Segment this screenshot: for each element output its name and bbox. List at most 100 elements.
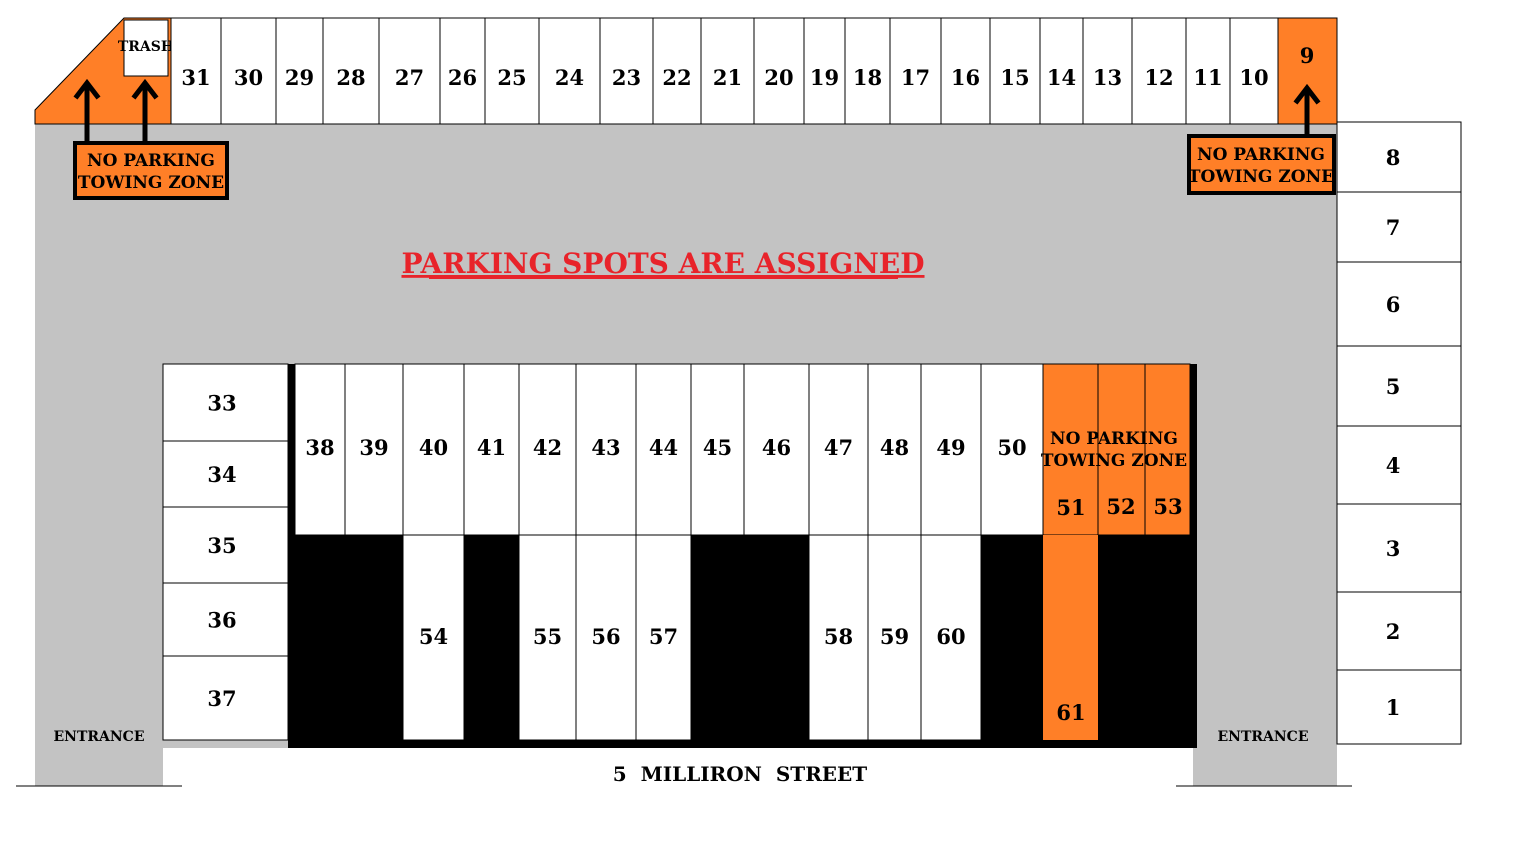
parking-spot-15 <box>989 17 1041 125</box>
spot-label-35: 35 <box>207 533 236 558</box>
sign-center-right-line2: TOWING ZONE <box>1041 451 1187 471</box>
parking-spot-37 <box>162 655 289 741</box>
spot-label-37: 37 <box>207 686 236 711</box>
spot-label-30: 30 <box>234 65 263 90</box>
parking-spot-36 <box>162 582 289 657</box>
sign-center-right-line1: NO PARKING <box>1050 429 1178 449</box>
spot-label-48: 48 <box>880 435 909 460</box>
no-parking-spot-53 <box>1144 363 1191 536</box>
spot-label-52: 52 <box>1106 494 1135 519</box>
parking-spot-25 <box>484 17 540 125</box>
trash-area <box>123 19 169 77</box>
parking-spot-40 <box>402 363 465 536</box>
spot-label-59: 59 <box>880 624 909 649</box>
arrow-icon <box>73 78 1321 146</box>
spot-label-12: 12 <box>1144 65 1173 90</box>
spot-label-39: 39 <box>359 435 388 460</box>
spot-label-33: 33 <box>207 391 236 416</box>
street-name: 5 MILLIRON STREET <box>613 762 868 786</box>
spot-label-57: 57 <box>649 624 678 649</box>
spot-label-25: 25 <box>497 65 526 90</box>
spot-label-2: 2 <box>1386 619 1401 644</box>
parking-spot-39 <box>344 363 404 536</box>
parking-spot-19 <box>803 17 846 125</box>
parking-spot-56 <box>575 534 637 741</box>
spot-label-36: 36 <box>207 608 236 633</box>
spot-label-14: 14 <box>1047 65 1076 90</box>
parking-spot-21 <box>700 17 755 125</box>
spot-label-61: 61 <box>1056 700 1085 725</box>
spot-label-13: 13 <box>1093 65 1122 90</box>
parking-spot-20 <box>753 17 805 125</box>
parking-spot-50 <box>980 363 1044 536</box>
parking-spot-55 <box>518 534 577 741</box>
spot-label-15: 15 <box>1000 65 1029 90</box>
spot-label-49: 49 <box>936 435 965 460</box>
parking-spot-42 <box>518 363 577 536</box>
parking-spot-22 <box>652 17 702 125</box>
parking-spot-46 <box>743 363 810 536</box>
spot-label-40: 40 <box>419 435 448 460</box>
parking-spot-5 <box>1336 345 1462 427</box>
spot-label-1: 1 <box>1386 695 1401 720</box>
parking-spot-57 <box>635 534 692 741</box>
parking-spot-54 <box>402 534 465 741</box>
spot-label-50: 50 <box>997 435 1026 460</box>
parking-spot-8 <box>1336 121 1462 193</box>
spot-label-46: 46 <box>762 435 791 460</box>
spot-label-53: 53 <box>1153 494 1182 519</box>
spot-label-34: 34 <box>207 462 236 487</box>
parking-spot-41 <box>463 363 520 536</box>
parking-spot-3 <box>1336 503 1462 593</box>
left-island-spots: 33 34 35 36 37 <box>162 363 289 741</box>
parking-spot-6 <box>1336 261 1462 347</box>
sign-top-right-line1: NO PARKING <box>1197 145 1325 165</box>
spot-label-23: 23 <box>612 65 641 90</box>
spot-label-38: 38 <box>305 435 334 460</box>
island-top-row-spots: 38 39 40 41 42 43 44 45 46 47 48 49 50 <box>294 363 1044 536</box>
parking-spot-60 <box>920 534 982 741</box>
parking-spot-12 <box>1131 17 1187 125</box>
spot-label-10: 10 <box>1239 65 1268 90</box>
spot-label-19: 19 <box>810 65 839 90</box>
entrance-left-label: ENTRANCE <box>54 729 145 745</box>
spot-label-3: 3 <box>1386 536 1401 561</box>
parking-spot-16 <box>940 17 991 125</box>
parking-spot-23 <box>599 17 654 125</box>
spot-label-56: 56 <box>591 624 620 649</box>
spot-label-20: 20 <box>764 65 793 90</box>
spot-label-7: 7 <box>1386 215 1401 240</box>
parking-spot-35 <box>162 506 289 584</box>
spot-label-27: 27 <box>395 65 424 90</box>
top-row-spots: 31 30 29 28 27 26 25 24 23 22 21 20 19 18 17 16 15 14 13 12… <box>170 17 1279 125</box>
spot-label-54: 54 <box>419 624 448 649</box>
parking-spot-29 <box>275 17 324 125</box>
spot-label-16: 16 <box>951 65 980 90</box>
parking-spot-10 <box>1229 17 1279 125</box>
spot-label-8: 8 <box>1386 145 1401 170</box>
parking-spot-45 <box>690 363 745 536</box>
spot-label-24: 24 <box>555 65 584 90</box>
spot-label-55: 55 <box>533 624 562 649</box>
sign-top-left <box>73 141 229 200</box>
parking-spot-2 <box>1336 591 1462 671</box>
spot-label-21: 21 <box>713 65 742 90</box>
parking-spot-38 <box>294 363 346 536</box>
trash-label: TRASH <box>118 39 174 55</box>
spot-label-17: 17 <box>901 65 930 90</box>
spot-label-31: 31 <box>181 65 210 90</box>
parking-spot-7 <box>1336 191 1462 263</box>
spot-label-51: 51 <box>1056 495 1085 520</box>
parking-spot-34 <box>162 440 289 508</box>
spot-label-47: 47 <box>824 435 853 460</box>
spot-label-6: 6 <box>1386 292 1401 317</box>
spot-label-28: 28 <box>336 65 365 90</box>
parking-spot-49 <box>920 363 982 536</box>
spot-label-11: 11 <box>1193 65 1222 90</box>
spot-label-26: 26 <box>448 65 477 90</box>
parking-spot-44 <box>635 363 692 536</box>
spot-label-45: 45 <box>703 435 732 460</box>
sign-top-left-line1: NO PARKING <box>87 151 215 171</box>
parking-spot-27 <box>378 17 441 125</box>
